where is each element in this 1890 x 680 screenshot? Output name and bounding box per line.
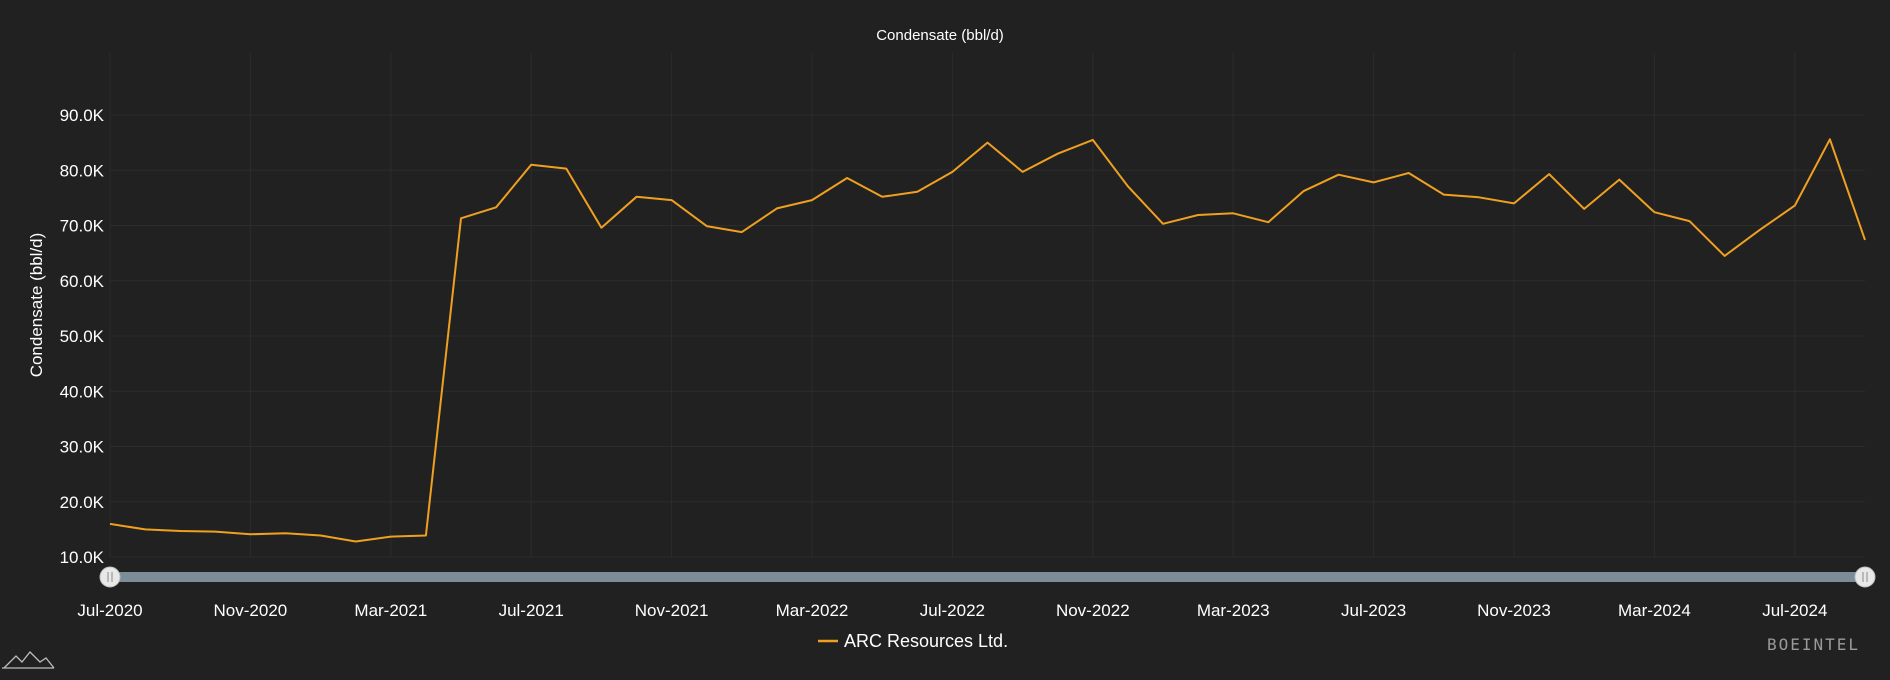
y-tick-label: 80.0K (60, 161, 105, 180)
range-slider-right-handle[interactable] (1854, 566, 1876, 588)
x-tick-label: Jul-2020 (77, 601, 142, 620)
chart-title: Condensate (bbl/d) (876, 27, 1004, 44)
mountain-logo-icon (2, 651, 55, 669)
x-tick-label: Mar-2022 (776, 601, 849, 620)
y-axis-ticks: 10.0K 20.0K 30.0K 40.0K 50.0K 60.0K 70.0K 80.0K… (60, 106, 105, 567)
data-point[interactable] (139, 523, 151, 535)
grid (109, 53, 1865, 558)
data-point[interactable] (666, 194, 678, 206)
series-group (104, 133, 1871, 548)
data-point[interactable] (315, 529, 327, 541)
data-point[interactable] (771, 202, 783, 214)
data-point[interactable] (1122, 180, 1134, 192)
data-point[interactable] (1262, 216, 1274, 228)
data-point[interactable] (1087, 134, 1099, 146)
x-axis-ticks: Jul-2020 Nov-2020 Mar-2021 Jul-2021 Nov-2021… (77, 601, 1827, 620)
data-point[interactable] (420, 529, 432, 541)
data-point[interactable] (280, 527, 292, 539)
data-point[interactable] (455, 212, 467, 224)
data-point[interactable] (1297, 185, 1309, 197)
range-slider-track[interactable] (110, 572, 1865, 582)
data-point[interactable] (1403, 167, 1415, 179)
data-point[interactable] (736, 226, 748, 238)
data-point[interactable] (1508, 197, 1520, 209)
data-point[interactable] (1438, 189, 1450, 201)
data-point[interactable] (1648, 206, 1660, 218)
range-slider[interactable] (99, 566, 1876, 588)
data-point[interactable] (209, 526, 221, 538)
data-point[interactable] (1824, 133, 1836, 145)
data-point[interactable] (841, 172, 853, 184)
data-point[interactable] (1333, 169, 1345, 181)
x-tick-label: Jul-2021 (499, 601, 564, 620)
data-point[interactable] (806, 194, 818, 206)
brand-watermark: BOEINTEL (1767, 635, 1860, 654)
x-tick-label: Nov-2022 (1056, 601, 1130, 620)
data-point[interactable] (1192, 209, 1204, 221)
range-slider-left-handle[interactable] (99, 566, 121, 588)
x-tick-label: Mar-2024 (1618, 601, 1691, 620)
data-point[interactable] (104, 518, 116, 530)
x-tick-label: Jul-2024 (1762, 601, 1827, 620)
y-tick-label: 50.0K (60, 327, 105, 346)
x-tick-label: Mar-2021 (354, 601, 427, 620)
data-point[interactable] (525, 159, 537, 171)
data-point[interactable] (350, 536, 362, 548)
data-point[interactable] (1052, 148, 1064, 160)
data-point[interactable] (1543, 168, 1555, 180)
data-point[interactable] (876, 191, 888, 203)
x-tick-label: Nov-2020 (214, 601, 288, 620)
data-point[interactable] (174, 525, 186, 537)
series-line-arc-resources[interactable] (109, 138, 1866, 543)
x-tick-label: Nov-2023 (1477, 601, 1551, 620)
y-tick-label: 20.0K (60, 493, 105, 512)
y-tick-label: 40.0K (60, 382, 105, 401)
data-point[interactable] (1859, 234, 1871, 246)
data-point[interactable] (244, 528, 256, 540)
data-point[interactable] (1754, 224, 1766, 236)
legend[interactable]: ARC Resources Ltd. (818, 631, 1008, 651)
x-tick-label: Mar-2023 (1197, 601, 1270, 620)
data-point[interactable] (490, 201, 502, 213)
x-tick-label: Jul-2023 (1341, 601, 1406, 620)
y-tick-label: 60.0K (60, 272, 105, 291)
y-tick-label: 70.0K (60, 217, 105, 236)
data-point[interactable] (1578, 203, 1590, 215)
x-tick-label: Jul-2022 (920, 601, 985, 620)
data-point[interactable] (1719, 250, 1731, 262)
data-point[interactable] (1157, 218, 1169, 230)
legend-label: ARC Resources Ltd. (844, 631, 1008, 651)
data-point[interactable] (1017, 166, 1029, 178)
x-tick-label: Nov-2021 (635, 601, 709, 620)
data-point[interactable] (1227, 207, 1239, 219)
data-point[interactable] (982, 137, 994, 149)
data-point[interactable] (1368, 176, 1380, 188)
data-point[interactable] (1473, 191, 1485, 203)
y-tick-label: 10.0K (60, 548, 105, 567)
data-point[interactable] (1684, 215, 1696, 227)
data-point[interactable] (1789, 200, 1801, 212)
data-point[interactable] (701, 220, 713, 232)
data-point[interactable] (1613, 174, 1625, 186)
y-axis-title: Condensate (bbl/d) (27, 233, 46, 378)
data-point[interactable] (946, 166, 958, 178)
data-point[interactable] (631, 191, 643, 203)
data-point[interactable] (911, 186, 923, 198)
data-point[interactable] (560, 163, 572, 175)
data-point[interactable] (385, 531, 397, 543)
y-tick-label: 30.0K (60, 438, 105, 457)
y-tick-label: 90.0K (60, 106, 105, 125)
data-point[interactable] (595, 222, 607, 234)
